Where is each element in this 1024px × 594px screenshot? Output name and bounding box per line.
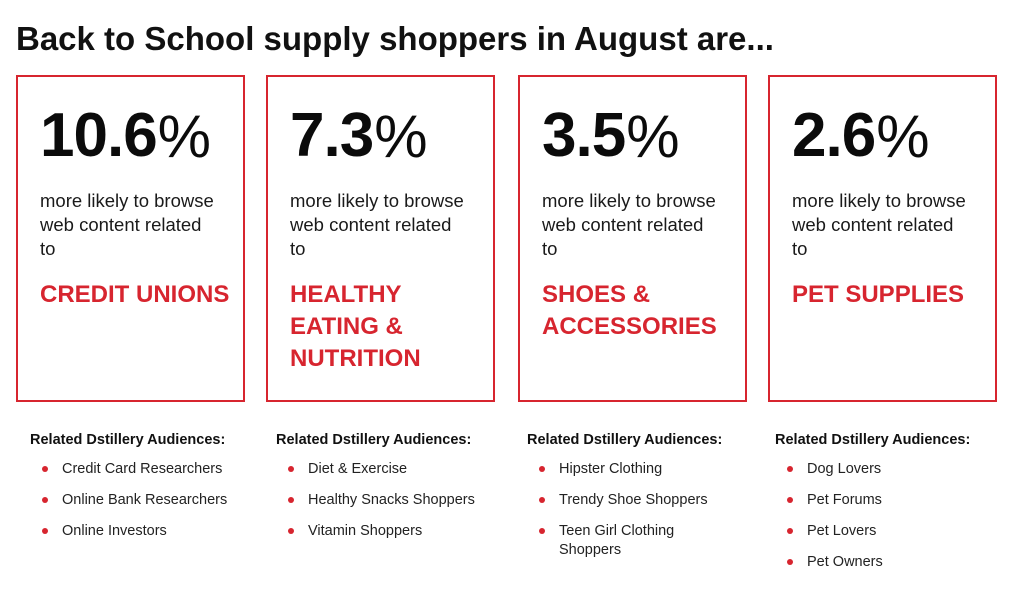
- audience-item: Dog Lovers: [775, 460, 977, 479]
- stat-value: 3.5%: [542, 105, 745, 167]
- stat-value: 2.6%: [792, 105, 995, 167]
- audience-heading: Related Dstillery Audiences:: [527, 432, 723, 448]
- audience-list: Dog Lovers Pet Forums Pet Lovers Pet Own…: [775, 460, 1015, 572]
- audience-label: Dog Lovers: [807, 461, 882, 477]
- stat-topic: CREDIT UNIONS: [40, 281, 230, 308]
- bullet-dot-icon: [42, 497, 48, 503]
- bullet-dot-icon: [539, 497, 545, 503]
- stat-percent-sign: %: [626, 103, 680, 170]
- audience-item: Online Investors: [30, 522, 232, 541]
- audience-section-pet-supplies: Related Dstillery Audiences: Dog Lovers …: [775, 432, 1015, 584]
- audience-label: Healthy Snacks Shoppers: [308, 492, 475, 508]
- bullet-dot-icon: [288, 528, 294, 534]
- stat-number: 3.5: [542, 101, 626, 170]
- stat-card-credit-unions: 10.6% more likely to browse web content …: [16, 75, 245, 402]
- stat-number: 2.6: [792, 101, 876, 170]
- audience-item: Teen Girl Clothing Shoppers: [527, 522, 729, 560]
- page-title: Back to School supply shoppers in August…: [16, 20, 774, 57]
- stat-description: more likely to browse web content relate…: [40, 190, 214, 259]
- audience-heading: Related Dstillery Audiences:: [276, 432, 472, 448]
- stat-number: 7.3: [290, 101, 374, 170]
- audience-label: Pet Lovers: [807, 523, 877, 539]
- audience-section-healthy-eating: Related Dstillery Audiences: Diet & Exer…: [276, 432, 516, 553]
- audience-label: Pet Forums: [807, 492, 882, 508]
- audience-item: Hipster Clothing: [527, 460, 729, 479]
- stat-card-healthy-eating: 7.3% more likely to browse web content r…: [266, 75, 495, 402]
- audience-label: Online Investors: [62, 523, 167, 539]
- audience-item: Pet Owners: [775, 553, 977, 572]
- stat-topic: SHOES & ACCESSORIES: [542, 281, 717, 340]
- audience-label: Diet & Exercise: [308, 461, 408, 477]
- audience-item: Healthy Snacks Shoppers: [276, 491, 478, 510]
- bullet-dot-icon: [288, 497, 294, 503]
- audience-label: Online Bank Researchers: [62, 492, 228, 508]
- audience-section-shoes-accessories: Related Dstillery Audiences: Hipster Clo…: [527, 432, 767, 572]
- audience-heading: Related Dstillery Audiences:: [775, 432, 971, 448]
- stat-description: more likely to browse web content relate…: [290, 190, 464, 259]
- audience-heading: Related Dstillery Audiences:: [30, 432, 226, 448]
- audience-list: Diet & Exercise Healthy Snacks Shoppers …: [276, 460, 516, 541]
- audience-item: Trendy Shoe Shoppers: [527, 491, 729, 510]
- audience-item: Diet & Exercise: [276, 460, 478, 479]
- bullet-dot-icon: [288, 466, 294, 472]
- bullet-dot-icon: [787, 466, 793, 472]
- audience-label: Trendy Shoe Shoppers: [559, 492, 708, 508]
- audience-list: Hipster Clothing Trendy Shoe Shoppers Te…: [527, 460, 767, 560]
- bullet-dot-icon: [787, 497, 793, 503]
- audience-list: Credit Card Researchers Online Bank Rese…: [30, 460, 270, 541]
- bullet-dot-icon: [539, 528, 545, 534]
- bullet-dot-icon: [539, 466, 545, 472]
- audience-label: Teen Girl Clothing Shoppers: [559, 523, 675, 558]
- stat-number: 10.6: [40, 101, 158, 170]
- stat-description: more likely to browse web content relate…: [542, 190, 716, 259]
- audience-item: Vitamin Shoppers: [276, 522, 478, 541]
- stat-value: 7.3%: [290, 105, 493, 167]
- audience-section-credit-unions: Related Dstillery Audiences: Credit Card…: [30, 432, 270, 553]
- audience-label: Pet Owners: [807, 554, 883, 570]
- audience-item: Pet Forums: [775, 491, 977, 510]
- audience-item: Credit Card Researchers: [30, 460, 232, 479]
- bullet-dot-icon: [787, 559, 793, 565]
- audience-label: Hipster Clothing: [559, 461, 663, 477]
- stat-card-shoes-accessories: 3.5% more likely to browse web content r…: [518, 75, 747, 402]
- stat-topic: PET SUPPLIES: [792, 281, 965, 308]
- stat-value: 10.6%: [40, 105, 243, 167]
- stat-percent-sign: %: [374, 103, 428, 170]
- audience-item: Online Bank Researchers: [30, 491, 232, 510]
- stat-percent-sign: %: [157, 103, 212, 170]
- bullet-dot-icon: [42, 528, 48, 534]
- stat-percent-sign: %: [876, 103, 930, 170]
- audience-label: Vitamin Shoppers: [308, 523, 423, 539]
- stat-card-pet-supplies: 2.6% more likely to browse web content r…: [768, 75, 997, 402]
- stat-topic: HEALTHY EATING & NUTRITION: [290, 281, 421, 372]
- bullet-dot-icon: [787, 528, 793, 534]
- audience-item: Pet Lovers: [775, 522, 977, 541]
- stat-description: more likely to browse web content relate…: [792, 190, 966, 259]
- audience-label: Credit Card Researchers: [62, 461, 223, 477]
- bullet-dot-icon: [42, 466, 48, 472]
